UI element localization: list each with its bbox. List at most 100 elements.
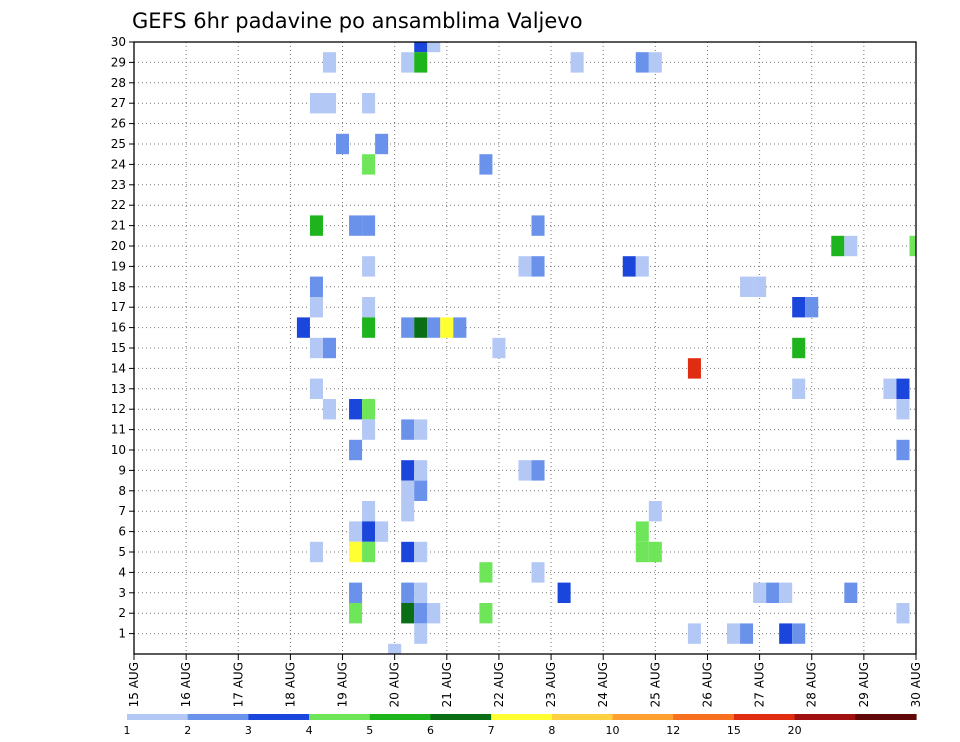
- cell: [779, 623, 793, 644]
- x-tick-label: 16 AUG: [179, 662, 193, 707]
- cell: [414, 603, 428, 624]
- cell: [309, 276, 323, 297]
- y-tick-label: 17: [111, 300, 126, 314]
- cell: [375, 521, 389, 542]
- y-tick-label: 18: [111, 280, 126, 294]
- y-tick-label: 3: [118, 586, 126, 600]
- cell: [896, 399, 910, 420]
- cell: [322, 399, 337, 420]
- cell: [322, 93, 337, 114]
- y-tick-label: 22: [111, 198, 126, 212]
- colorbar-swatch: [612, 714, 674, 720]
- cell: [349, 215, 363, 236]
- cell: [362, 541, 376, 563]
- y-tick-label: 10: [111, 443, 126, 457]
- cell: [414, 317, 428, 338]
- cell: [440, 317, 454, 338]
- cell: [362, 501, 376, 522]
- cell: [427, 603, 441, 624]
- cell: [414, 419, 428, 440]
- y-tick-label: 29: [111, 55, 126, 69]
- colorbar-swatch: [673, 714, 735, 720]
- y-tick-label: 6: [118, 525, 126, 539]
- colorbar-label: 2: [184, 724, 191, 737]
- y-tick-label: 21: [111, 219, 126, 233]
- colorbar-swatch: [248, 714, 310, 720]
- y-tick-label: 7: [118, 504, 126, 518]
- cell: [648, 501, 662, 522]
- cell: [309, 378, 323, 399]
- cell: [896, 603, 910, 624]
- x-tick-label: 28 AUG: [805, 662, 819, 707]
- cell: [753, 582, 767, 603]
- cell: [635, 521, 649, 542]
- y-tick-label: 19: [111, 259, 126, 273]
- y-tick-label: 4: [118, 565, 126, 579]
- y-tick-label: 1: [118, 627, 126, 641]
- cell: [896, 439, 910, 461]
- cell: [414, 582, 428, 603]
- cell: [401, 541, 415, 563]
- cell: [349, 582, 363, 603]
- cell: [309, 93, 323, 114]
- cell: [740, 276, 754, 297]
- cell: [309, 541, 323, 563]
- colorbar-swatch: [794, 714, 856, 720]
- y-axis: 1234567891011121314151617181920212223242…: [111, 35, 134, 641]
- colorbar-swatch: [491, 714, 553, 720]
- cell: [453, 317, 467, 338]
- chart-title: GEFS 6hr padavine po ansamblima Valjevo: [132, 9, 583, 33]
- cell: [375, 133, 389, 155]
- y-tick-label: 13: [111, 382, 126, 396]
- cell: [401, 582, 415, 603]
- y-tick-label: 12: [111, 402, 126, 416]
- cell: [831, 235, 845, 257]
- y-tick-label: 14: [111, 361, 126, 375]
- cell: [401, 501, 415, 522]
- cell: [309, 297, 323, 318]
- cell: [792, 337, 806, 359]
- cell: [362, 521, 376, 542]
- colorbar-label: 4: [306, 724, 313, 737]
- cell: [909, 235, 916, 257]
- x-tick-label: 26 AUG: [700, 662, 714, 707]
- cell: [349, 439, 363, 461]
- cell: [414, 480, 428, 501]
- colorbar-swatch: [430, 714, 492, 720]
- y-tick-label: 2: [118, 606, 126, 620]
- colorbar-label: 20: [788, 724, 802, 737]
- cell: [531, 460, 545, 481]
- cell: [531, 215, 545, 236]
- colorbar-swatch: [551, 714, 614, 720]
- y-tick-label: 30: [111, 35, 126, 49]
- cell: [401, 52, 415, 73]
- cell: [648, 52, 662, 73]
- y-tick-label: 5: [118, 545, 126, 559]
- cell: [792, 623, 806, 644]
- cell: [779, 582, 793, 603]
- cell: [414, 541, 428, 563]
- colorbar-label: 15: [727, 724, 741, 737]
- cell: [349, 521, 363, 542]
- colorbar-label: 7: [488, 724, 495, 737]
- x-tick-label: 18 AUG: [283, 662, 297, 707]
- cell: [883, 378, 897, 399]
- cell: [805, 297, 819, 318]
- cell: [844, 235, 858, 257]
- cell: [401, 480, 415, 501]
- cell: [362, 419, 376, 440]
- cell: [531, 562, 545, 583]
- colorbar-label: 6: [427, 724, 434, 737]
- cell: [479, 154, 493, 175]
- cell: [753, 276, 767, 297]
- cell: [322, 52, 337, 73]
- cell: [570, 52, 584, 73]
- x-tick-label: 20 AUG: [388, 662, 402, 707]
- cell: [336, 133, 350, 155]
- cell: [687, 358, 701, 379]
- colorbar-label: 10: [606, 724, 620, 737]
- colorbar-swatch: [369, 714, 432, 720]
- cell: [362, 317, 376, 338]
- cell: [635, 541, 649, 563]
- cell: [518, 460, 532, 481]
